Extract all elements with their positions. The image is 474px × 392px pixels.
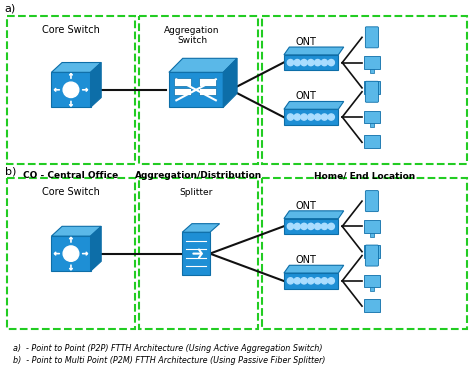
Circle shape xyxy=(314,60,321,66)
Circle shape xyxy=(301,278,307,284)
Circle shape xyxy=(294,60,301,66)
Text: Splitter: Splitter xyxy=(179,188,213,197)
Bar xyxy=(364,111,380,123)
Text: Aggregation
Switch: Aggregation Switch xyxy=(164,25,220,45)
Circle shape xyxy=(301,223,307,229)
FancyBboxPatch shape xyxy=(365,191,378,212)
Polygon shape xyxy=(284,211,344,219)
Text: ONT: ONT xyxy=(296,255,317,265)
Bar xyxy=(7,16,135,164)
Circle shape xyxy=(328,278,334,284)
Bar xyxy=(364,245,380,258)
Polygon shape xyxy=(284,47,344,55)
Polygon shape xyxy=(51,62,101,72)
Circle shape xyxy=(294,223,301,229)
FancyBboxPatch shape xyxy=(365,245,378,266)
Bar xyxy=(174,78,191,86)
Text: Aggregation/Distribution: Aggregation/Distribution xyxy=(135,171,262,180)
Bar xyxy=(7,178,135,329)
FancyBboxPatch shape xyxy=(169,72,223,107)
Circle shape xyxy=(308,60,314,66)
Text: CO - Central Office: CO - Central Office xyxy=(23,171,118,180)
Polygon shape xyxy=(284,102,344,109)
Circle shape xyxy=(321,114,328,120)
FancyBboxPatch shape xyxy=(284,273,338,289)
Circle shape xyxy=(287,278,293,284)
Text: a): a) xyxy=(5,4,16,14)
Text: ONT: ONT xyxy=(296,201,317,211)
Circle shape xyxy=(328,223,334,229)
Circle shape xyxy=(321,278,328,284)
Bar xyxy=(262,178,467,329)
Circle shape xyxy=(287,223,293,229)
FancyBboxPatch shape xyxy=(365,27,378,48)
Circle shape xyxy=(63,246,79,261)
Polygon shape xyxy=(169,58,237,72)
FancyBboxPatch shape xyxy=(51,236,91,271)
Polygon shape xyxy=(91,62,101,107)
Circle shape xyxy=(308,114,314,120)
Text: ONT: ONT xyxy=(296,91,317,102)
Bar xyxy=(370,287,374,291)
Circle shape xyxy=(314,114,321,120)
Circle shape xyxy=(328,60,334,66)
Polygon shape xyxy=(182,224,219,232)
Circle shape xyxy=(287,114,293,120)
Polygon shape xyxy=(284,265,344,273)
Bar xyxy=(139,178,258,329)
Circle shape xyxy=(308,278,314,284)
Circle shape xyxy=(63,82,79,98)
Text: Core Switch: Core Switch xyxy=(42,187,100,197)
FancyBboxPatch shape xyxy=(284,219,338,234)
FancyBboxPatch shape xyxy=(284,55,338,71)
Circle shape xyxy=(314,278,321,284)
Circle shape xyxy=(321,60,328,66)
Circle shape xyxy=(301,114,307,120)
Polygon shape xyxy=(223,58,237,107)
Bar xyxy=(139,16,258,164)
Text: a)  - Point to Point (P2P) FTTH Architecture (Using Active Aggregation Switch): a) - Point to Point (P2P) FTTH Architect… xyxy=(13,343,322,352)
Bar xyxy=(364,56,380,69)
Polygon shape xyxy=(51,226,101,236)
Circle shape xyxy=(328,114,334,120)
FancyBboxPatch shape xyxy=(284,109,338,125)
Text: Home/ End Location: Home/ End Location xyxy=(314,171,415,180)
Bar xyxy=(174,88,191,95)
Bar xyxy=(199,78,216,86)
Text: Core Switch: Core Switch xyxy=(42,25,100,34)
Circle shape xyxy=(287,60,293,66)
Bar xyxy=(370,69,374,73)
Bar xyxy=(364,135,380,148)
Bar xyxy=(364,275,380,287)
Circle shape xyxy=(308,223,314,229)
Bar xyxy=(262,16,467,164)
Circle shape xyxy=(294,114,301,120)
Polygon shape xyxy=(91,226,101,271)
Circle shape xyxy=(314,223,321,229)
Circle shape xyxy=(321,223,328,229)
Bar xyxy=(364,299,380,312)
Text: b)  - Point to Multi Point (P2M) FTTH Architecture (Using Passive Fiber Splitter: b) - Point to Multi Point (P2M) FTTH Arc… xyxy=(13,356,325,365)
Bar xyxy=(364,81,380,94)
Circle shape xyxy=(294,278,301,284)
Bar xyxy=(364,220,380,232)
FancyBboxPatch shape xyxy=(365,81,378,102)
Bar xyxy=(199,88,216,95)
Text: b): b) xyxy=(5,166,16,176)
Circle shape xyxy=(301,60,307,66)
Text: ONT: ONT xyxy=(296,37,317,47)
Bar xyxy=(370,232,374,237)
Bar xyxy=(370,123,374,127)
FancyBboxPatch shape xyxy=(182,232,210,275)
FancyBboxPatch shape xyxy=(51,72,91,107)
